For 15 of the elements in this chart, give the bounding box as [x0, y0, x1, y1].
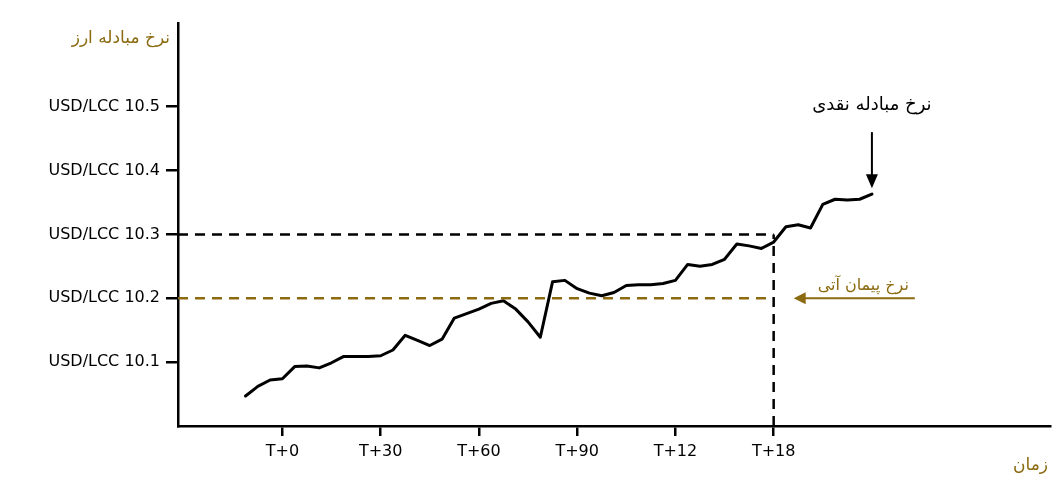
- x-tick-label: T+60: [456, 440, 501, 460]
- x-tick-label: T+18: [750, 440, 796, 460]
- y-tick-label: 10.5 USD/LCC: [48, 95, 160, 115]
- x-tick-label: T+12: [652, 440, 698, 460]
- x-tick-label: T+30: [357, 440, 403, 460]
- y-tick-label: 10.2 USD/LCC: [48, 287, 160, 307]
- y-tick-label: 10.1 USD/LCC: [48, 351, 160, 371]
- annotation: نرخ مبادله نقدی: [812, 92, 932, 115]
- x-tick-label: T+0: [264, 440, 300, 460]
- y-axis-title: نرخ مبادله ارز: [70, 26, 170, 48]
- x-tick-label: T+90: [554, 440, 599, 460]
- y-tick-label: 10.3 USD/LCC: [48, 223, 160, 243]
- ref-line-label: نرخ پیمان آتی: [817, 275, 909, 296]
- x-axis-title: زمان: [1013, 453, 1048, 474]
- y-tick-label: 10.4 USD/LCC: [48, 159, 160, 179]
